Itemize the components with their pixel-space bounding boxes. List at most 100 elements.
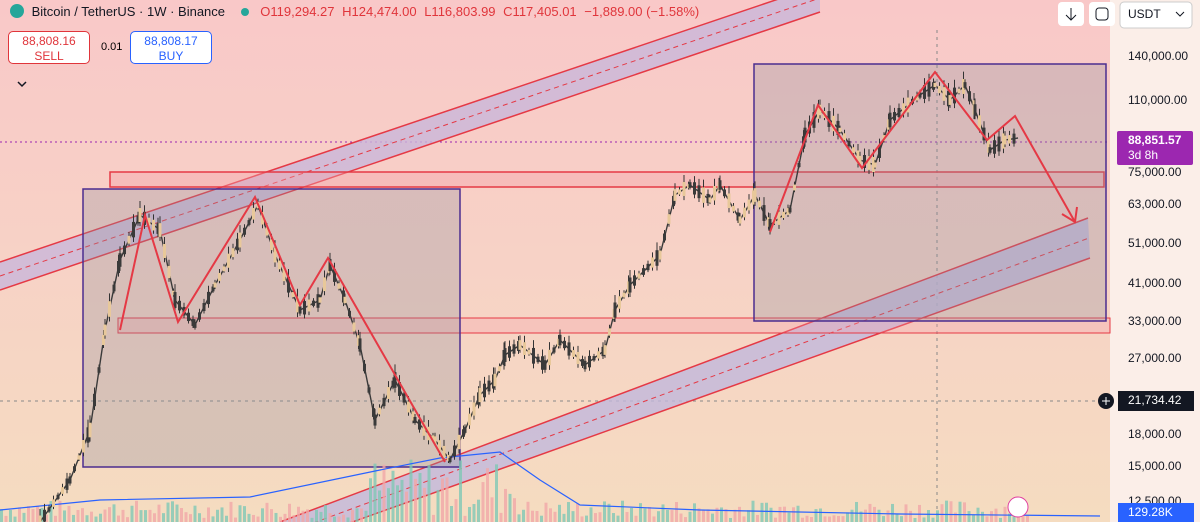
candle-body <box>832 115 835 132</box>
volume-bar <box>760 502 764 522</box>
volume-bar <box>832 515 836 522</box>
candle-body <box>411 411 415 421</box>
volume-bar <box>580 516 584 522</box>
candle-body <box>118 253 122 267</box>
volume-bar <box>733 509 737 522</box>
volume-bar <box>922 517 926 522</box>
volume-bar <box>877 509 881 522</box>
candle-body <box>493 373 497 387</box>
candle-body <box>1008 135 1011 144</box>
volume-bar <box>459 460 462 522</box>
candle-body <box>968 91 971 102</box>
candle-body <box>897 107 901 118</box>
volume-bar <box>486 468 489 522</box>
currency-select[interactable] <box>1119 1 1193 29</box>
volume-bar <box>643 508 647 522</box>
candle-body <box>678 189 681 195</box>
candle-body <box>167 265 171 279</box>
resistance-zone <box>109 171 1105 188</box>
candle-body <box>508 346 511 358</box>
volume-bar <box>589 507 593 522</box>
volume-bar <box>378 490 381 522</box>
volume-bar <box>283 513 287 522</box>
volume-bar <box>1008 513 1011 522</box>
collapse-chevron[interactable] <box>17 81 27 88</box>
volume-bar <box>778 506 782 522</box>
volume-bar <box>409 459 413 522</box>
price-label: 15,000.00 <box>1128 459 1182 473</box>
candle-body <box>103 324 107 336</box>
volume-bar <box>202 517 206 522</box>
candle-body <box>786 208 790 215</box>
volume-bar <box>319 511 323 522</box>
candle-body <box>693 182 696 195</box>
volume-bar <box>90 511 93 522</box>
buy-button[interactable]: 88,808.17 BUY <box>130 31 212 64</box>
candle-body <box>782 211 785 219</box>
candle-body <box>438 440 441 452</box>
volume-bar <box>999 517 1002 522</box>
candle-body <box>953 87 956 104</box>
candle-body <box>243 227 246 235</box>
volume-bar <box>670 510 674 522</box>
volume-bar <box>342 514 345 522</box>
volume-bar <box>337 516 341 522</box>
candle-body <box>713 186 716 201</box>
volume-bar <box>873 506 876 522</box>
price-label: 27,000.00 <box>1128 351 1182 365</box>
volume-bar <box>958 501 962 522</box>
candle-body <box>173 292 177 308</box>
candle-body <box>127 235 131 244</box>
candle-body <box>457 434 461 450</box>
volume-bar <box>625 511 629 522</box>
volume-bar <box>1012 513 1016 522</box>
price-label: 33,000.00 <box>1128 314 1182 328</box>
plus-icon <box>1102 397 1110 405</box>
candle-body <box>552 347 556 353</box>
candle-body <box>988 147 992 153</box>
volume-bar <box>864 509 867 522</box>
candle-body <box>603 345 607 355</box>
volume-bar <box>445 477 449 522</box>
candle-body <box>938 85 941 94</box>
candle-body <box>655 250 659 266</box>
candle-body <box>672 195 675 207</box>
candle-body <box>282 268 286 282</box>
volume-bar <box>774 517 777 522</box>
volume-bar <box>76 509 80 522</box>
volume-bar <box>49 501 53 522</box>
down-icon <box>1065 8 1077 21</box>
candle-body <box>93 393 96 407</box>
sell-button[interactable]: 88,808.16 SELL <box>8 31 90 64</box>
candle-body <box>178 300 181 311</box>
volume-bar <box>828 516 831 522</box>
volume-bar <box>441 478 444 522</box>
candle-body <box>211 286 215 292</box>
price-label: 51,000.00 <box>1128 236 1182 250</box>
alert-icon[interactable] <box>1007 496 1029 518</box>
volume-bar <box>495 464 498 522</box>
candle-body <box>391 380 395 388</box>
volume-bar <box>157 504 161 522</box>
candle-body <box>803 127 807 143</box>
candle-body <box>918 92 922 98</box>
candle-body <box>527 349 531 355</box>
volume-bar <box>166 502 170 522</box>
candle-body <box>231 248 235 258</box>
volume-bar <box>144 510 147 522</box>
volume-bar <box>180 508 183 522</box>
volume-bar <box>882 516 885 522</box>
volume-bar <box>594 513 597 522</box>
volume-bar <box>229 501 233 522</box>
volume-bar <box>886 510 890 522</box>
price-label: 41,000.00 <box>1128 276 1182 290</box>
volume-bar <box>558 504 561 522</box>
candle-body <box>747 199 751 211</box>
volume-bar <box>540 515 543 522</box>
refresh-button[interactable] <box>1089 2 1115 26</box>
volume-bar <box>436 489 440 522</box>
candle-body <box>753 188 757 202</box>
volume-bar <box>126 517 129 522</box>
volume-bar <box>297 506 300 522</box>
